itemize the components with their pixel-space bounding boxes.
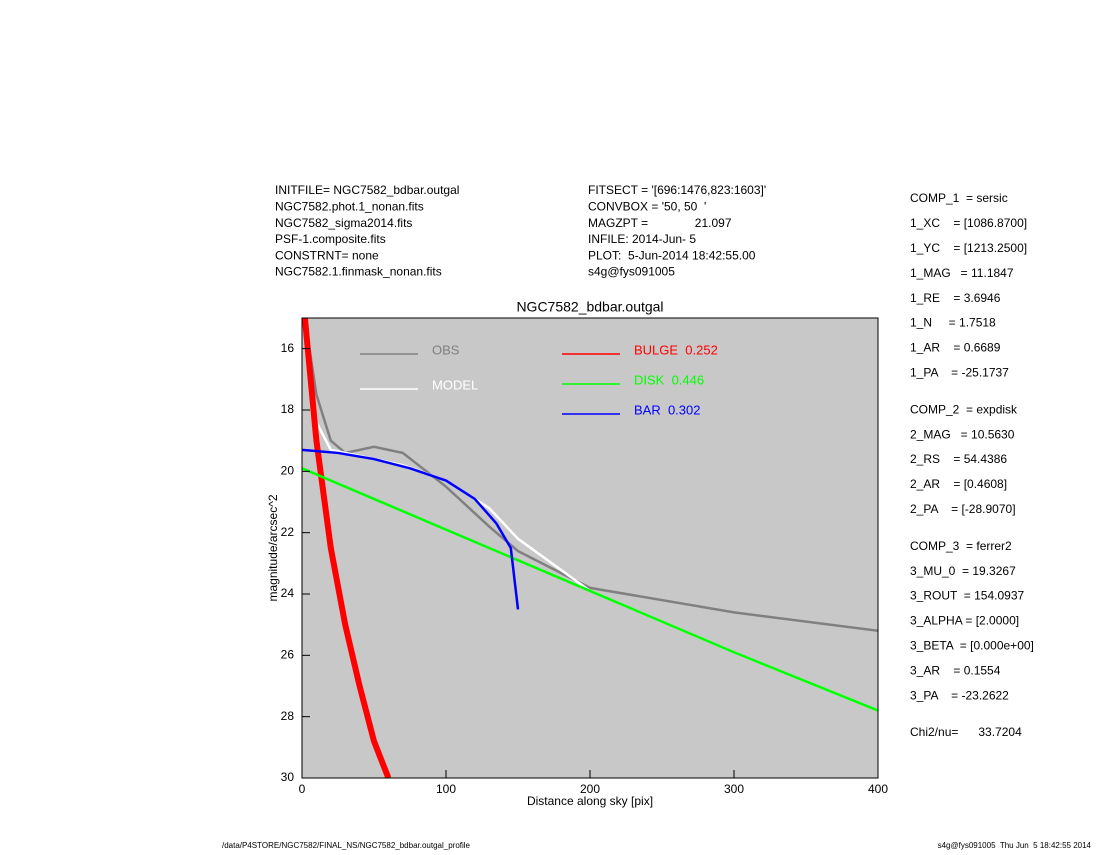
y-axis-label: magnitude/arcsec^2 [266,494,280,601]
parameter: 3_ALPHA = [2.0000] [910,614,1019,628]
chart-title: NGC7582_bdbar.outgal [516,299,663,315]
y-tick-label: 20 [281,464,295,478]
legend-label: BAR 0.302 [634,402,701,417]
legend-label: BULGE 0.252 [634,342,718,357]
legend-label: DISK 0.446 [634,372,704,387]
parameter: 1_YC = [1213.2500] [910,241,1027,255]
y-tick-label: 22 [281,525,295,539]
header-line: INITFILE= NGC7582_bdbar.outgal [275,183,459,197]
parameter: 3_ROUT = 154.0937 [910,589,1025,603]
profile-line [302,448,520,610]
parameter: 1_PA = -25.1737 [910,365,1009,379]
parameter: 2_RS = 54.4386 [910,452,1007,466]
parameter: 1_N = 1.7518 [910,316,996,330]
parameter: 1_MAG = 11.1847 [910,266,1014,280]
parameter: 2_AR = [0.4608] [910,477,1007,491]
header-line: MAGZPT = 21.097 [588,216,732,230]
parameter: 1_XC = [1086.8700] [910,216,1027,230]
parameter: COMP_1 = sersic [910,191,1008,205]
y-tick-label: 26 [281,648,295,662]
parameter: 3_BETA = [0.000e+00] [910,638,1034,652]
plot-background [302,318,878,778]
x-tick-label: 200 [580,782,600,796]
header-line: NGC7582_sigma2014.fits [275,216,412,230]
x-tick-label: 300 [724,782,744,796]
profile-line [302,467,878,712]
header-line: FITSECT = '[696:1476,823:1603]' [588,183,766,197]
header-line: CONSTRNT= none [275,248,379,262]
header-line: NGC7582.1.finmask_nonan.fits [275,265,442,279]
header-line: s4g@fys091005 [588,265,675,279]
header-line: PLOT: 5-Jun-2014 18:42:55.00 [588,248,756,262]
parameter: Chi2/nu= 33.7204 [910,725,1022,739]
parameter: 2_MAG = 10.5630 [910,427,1015,441]
y-tick-label: 16 [281,341,295,355]
header-line: INFILE: 2014-Jun- 5 [588,232,696,246]
parameter: COMP_2 = expdisk [910,402,1018,416]
footer-stamp: s4g@fys091005 Thu Jun 5 18:42:55 2014 [938,841,1092,850]
profile-line [302,318,392,778]
x-tick-label: 0 [299,782,306,796]
legend-label: OBS [432,342,460,357]
legend-label: MODEL [432,377,478,392]
x-axis-label: Distance along sky [pix] [527,794,653,808]
parameter: 1_AR = 0.6689 [910,341,1001,355]
parameter: 3_AR = 0.1554 [910,663,1001,677]
profile-line [303,318,878,633]
header-line: PSF-1.composite.fits [275,232,386,246]
y-tick-label: 30 [281,770,295,784]
parameter: COMP_3 = ferrer2 [910,539,1012,553]
header-line: CONVBOX = '50, 50 ' [588,199,706,213]
y-tick-label: 24 [281,586,295,600]
x-tick-label: 100 [436,782,456,796]
y-tick-label: 28 [281,709,295,723]
footer-path: /data/P4STORE/NGC7582/FINAL_NS/NGC7582_b… [222,841,471,850]
parameter: 1_RE = 3.6946 [910,291,1001,305]
y-tick-label: 18 [281,402,295,416]
header-line: NGC7582.phot.1_nonan.fits [275,199,424,213]
parameter: 2_PA = [-28.9070] [910,502,1016,516]
x-tick-label: 400 [868,782,888,796]
parameter: 3_PA = -23.2622 [910,688,1009,702]
parameter: 3_MU_0 = 19.3267 [910,564,1016,578]
plot-lines [302,318,878,778]
